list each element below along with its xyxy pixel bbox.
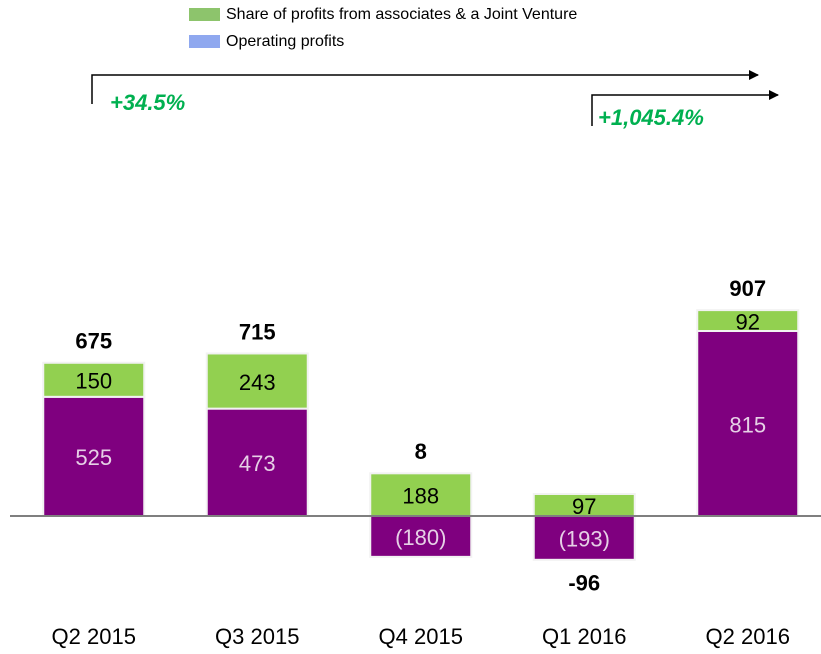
value-label: 97 [572, 494, 596, 519]
x-tick-label: Q3 2015 [215, 624, 299, 649]
bar-segment [42, 361, 146, 398]
bar-segment [369, 472, 473, 518]
value-label: 243 [239, 370, 276, 395]
legend-swatch [189, 8, 220, 21]
legend: Share of profits from associates & a Joi… [189, 6, 577, 50]
legend-label: Share of profits from associates & a Joi… [226, 6, 577, 23]
bar-segment [532, 515, 636, 561]
growth-arrow [91, 70, 759, 104]
total-label: 715 [239, 319, 276, 344]
x-tick-label: Q2 2015 [52, 624, 136, 649]
total-label: -96 [568, 571, 600, 596]
legend-swatch [189, 35, 220, 48]
bar-segment [205, 352, 309, 410]
labels: 525 150 675 Q2 2015 473 243 715 Q3 2015 (180) 188… [52, 276, 790, 649]
total-label: 907 [729, 276, 766, 301]
value-label: 188 [402, 483, 439, 508]
value-label: (180) [395, 525, 446, 550]
x-tick-label: Q4 2015 [379, 624, 463, 649]
value-label: 150 [75, 369, 112, 394]
value-label: 815 [729, 412, 766, 437]
value-label: 525 [75, 445, 112, 470]
bar-segment [369, 515, 473, 558]
bar-segment [696, 309, 800, 332]
annotation: +1,045.4% [598, 105, 704, 130]
bar-segment [696, 329, 800, 517]
bars [42, 309, 800, 561]
total-label: 8 [415, 439, 427, 464]
legend-label: Operating profits [226, 33, 344, 50]
value-label: 92 [736, 309, 760, 334]
value-label: (193) [559, 527, 610, 552]
total-label: 675 [75, 329, 112, 354]
growth-arrow [591, 90, 779, 126]
value-label: 473 [239, 451, 276, 476]
x-tick-label: Q2 2016 [706, 624, 790, 649]
annotation: +34.5% [110, 90, 185, 115]
x-tick-label: Q1 2016 [542, 624, 626, 649]
